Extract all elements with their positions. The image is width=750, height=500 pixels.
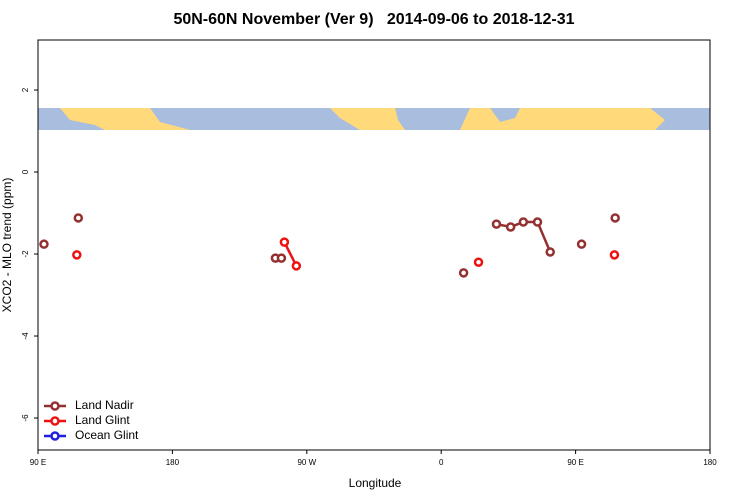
y-tick-label: -2 xyxy=(21,250,30,258)
legend-marker xyxy=(50,416,60,426)
legend-label: Land Glint xyxy=(75,413,130,427)
legend-label: Ocean Glint xyxy=(75,428,139,442)
data-point xyxy=(72,250,82,260)
data-point xyxy=(576,239,587,249)
data-point xyxy=(610,213,620,223)
data-point xyxy=(545,247,555,257)
legend-marker xyxy=(50,431,60,441)
y-tick-label: 2 xyxy=(21,87,30,92)
y-tick-label: 0 xyxy=(21,169,30,174)
x-axis-label: Longitude xyxy=(349,476,402,490)
data-point xyxy=(279,237,290,247)
data-point xyxy=(73,213,84,223)
data-point xyxy=(473,257,484,267)
data-point xyxy=(291,261,302,271)
x-tick-label: 90 E xyxy=(30,458,46,467)
x-tick-label: 90 E xyxy=(567,458,583,467)
map-ocean xyxy=(395,108,470,130)
y-tick-label: -6 xyxy=(21,414,30,422)
plot-frame xyxy=(37,39,711,451)
chart-title: 50N-60N November (Ver 9) 2014-09-06 to 2… xyxy=(173,11,574,28)
x-tick-label: 180 xyxy=(166,458,180,467)
x-tick-label: 180 xyxy=(703,458,717,467)
map-ocean xyxy=(490,108,520,122)
legend-marker xyxy=(50,401,60,411)
data-point xyxy=(491,219,502,229)
data-point xyxy=(532,217,543,227)
x-tick-label: 90 W xyxy=(297,458,316,467)
map-ocean xyxy=(650,108,710,130)
data-point xyxy=(505,222,516,232)
map-ocean xyxy=(150,108,360,130)
data-point xyxy=(276,253,287,263)
data-point xyxy=(518,217,529,227)
x-tick-label: 0 xyxy=(439,458,444,467)
data-point xyxy=(458,268,469,278)
y-tick-label: -4 xyxy=(21,332,30,340)
series xyxy=(39,213,620,278)
series xyxy=(72,237,620,271)
legend-label: Land Nadir xyxy=(75,398,134,412)
data-point xyxy=(39,239,49,249)
map-ocean xyxy=(38,108,105,130)
map-band xyxy=(38,108,710,130)
data-point xyxy=(609,250,620,260)
map-land xyxy=(38,108,710,130)
y-axis-label: XCO2 - MLO trend (ppm) xyxy=(0,178,14,313)
